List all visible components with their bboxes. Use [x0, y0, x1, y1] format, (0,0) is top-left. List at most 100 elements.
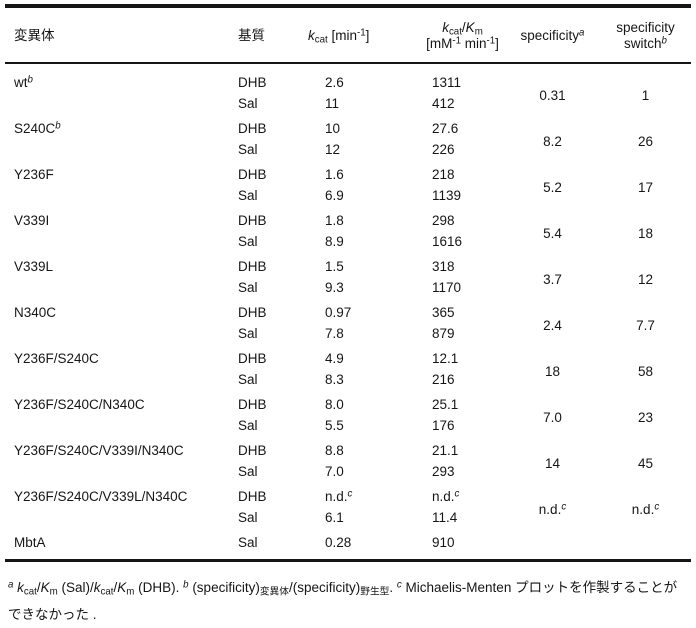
- substrate-cell: DHB: [238, 351, 267, 366]
- header-kcat-km-line2: [mM-1 min-1]: [426, 35, 499, 51]
- table-row: Sal 6.9 1139: [5, 186, 691, 212]
- switch-cell: 12: [637, 271, 654, 287]
- switch-cell: 23: [637, 409, 654, 425]
- kcat-cell: 11: [325, 95, 340, 111]
- kcat-km-cell: 910: [432, 535, 455, 550]
- table-row: wtb DHB 2.6 1311 0.31 1: [5, 63, 691, 103]
- header-specificity: specificitya: [505, 6, 600, 64]
- table-row: Sal 11 412: [5, 94, 691, 120]
- kcat-cell: 4.9: [325, 351, 344, 366]
- kcat-km-cell: n.d.c: [432, 488, 460, 504]
- header-switch-line2: switchb: [624, 35, 667, 51]
- table-row: N340C DHB 0.97 365 2.4 7.7: [5, 303, 691, 333]
- kcat-cell: 8.0: [325, 397, 344, 412]
- kcat-km-cell: 216: [432, 371, 455, 387]
- kcat-km-cell: 365: [432, 305, 455, 320]
- specificity-cell: 7.0: [543, 409, 562, 425]
- table-row: Sal 8.9 1616: [5, 232, 691, 258]
- substrate-cell: DHB: [238, 213, 267, 228]
- kcat-cell: 0.28: [325, 535, 352, 550]
- kcat-km-cell: 293: [432, 463, 455, 479]
- specificity-cell: n.d.c: [538, 501, 567, 517]
- substrate-cell: DHB: [238, 167, 267, 182]
- table-footnote: a kcat/Km (Sal)/kcat/Km (DHB). b (specif…: [8, 579, 678, 622]
- substrate-cell: Sal: [238, 417, 258, 433]
- kcat-km-cell: 879: [432, 325, 455, 341]
- kcat-cell: 7.8: [325, 325, 344, 341]
- switch-cell: 26: [637, 133, 654, 149]
- switch-cell: 58: [637, 363, 654, 379]
- specificity-cell: 5.4: [543, 225, 562, 241]
- table-row: Sal 9.3 1170: [5, 278, 691, 304]
- kcat-cell: 10: [325, 121, 341, 136]
- switch-cell: 7.7: [636, 317, 655, 333]
- table-row: V339L DHB 1.5 318 3.7 12: [5, 257, 691, 287]
- mutant-cell: Y236F/S240C/N340C: [14, 397, 145, 412]
- header-row: 変異体 基質 kcat [min-1] kcat/Km [mM-1 min-1]…: [5, 6, 691, 64]
- kcat-km-cell: 1616: [432, 233, 463, 249]
- table-row: Y236F/S240C/V339I/N340C DHB 8.8 21.1 14 45: [5, 441, 691, 471]
- mutant-cell: Y236F: [14, 167, 54, 182]
- kcat-cell: 9.3: [325, 279, 344, 295]
- header-switch-line1: specificity: [616, 20, 675, 35]
- table-row: S240Cb DHB 10 27.6 8.2 26: [5, 119, 691, 149]
- kcat-km-cell: 1139: [432, 187, 462, 203]
- substrate-cell: DHB: [238, 259, 267, 274]
- kcat-km-cell: 226: [432, 141, 455, 157]
- header-mutant: 変異体: [5, 6, 238, 64]
- substrate-cell: Sal: [238, 509, 258, 525]
- header-substrate: 基質: [238, 6, 308, 64]
- table-row: Sal 7.8 879: [5, 324, 691, 350]
- table-row: Sal 6.1 11.4: [5, 508, 691, 534]
- specificity-cell: [505, 533, 600, 560]
- kcat-km-cell: 298: [432, 213, 455, 228]
- kcat-cell: 8.8: [325, 443, 344, 458]
- substrate-cell: Sal: [238, 371, 258, 387]
- substrate-cell: DHB: [238, 489, 267, 504]
- substrate-cell: DHB: [238, 443, 267, 458]
- kcat-cell: 7.0: [325, 463, 344, 479]
- mutant-cell: N340C: [14, 305, 57, 320]
- substrate-cell: DHB: [238, 305, 267, 320]
- specificity-cell: 5.2: [543, 179, 562, 195]
- table-row: MbtA Sal 0.28 910: [5, 533, 691, 560]
- substrate-cell: Sal: [238, 187, 258, 203]
- kcat-km-cell: 1170: [432, 279, 462, 295]
- header-kcat-km-line1: kcat/Km: [442, 20, 483, 38]
- table-row: Y236F DHB 1.6 218 5.2 17: [5, 165, 691, 195]
- substrate-cell: Sal: [238, 233, 258, 249]
- table-row: Y236F/S240C DHB 4.9 12.1 18 58: [5, 349, 691, 379]
- specificity-cell: 14: [544, 455, 561, 471]
- header-kcat-km: kcat/Km [mM-1 min-1]: [420, 6, 505, 64]
- kcat-cell: 8.3: [325, 371, 344, 387]
- mutant-cell: Y236F/S240C/V339I/N340C: [14, 443, 184, 458]
- substrate-cell: Sal: [238, 95, 258, 111]
- kcat-km-cell: 412: [432, 95, 455, 111]
- kcat-km-cell: 318: [432, 259, 455, 274]
- kcat-cell: 1.5: [325, 259, 344, 274]
- switch-cell: 1: [641, 87, 650, 103]
- table-body: wtb DHB 2.6 1311 0.31 1 Sal 11 412 S240Cb DHB 10 27.…: [5, 63, 691, 560]
- header-kcat: kcat [min-1]: [308, 6, 420, 64]
- kcat-cell: 0.97: [325, 305, 352, 320]
- mutant-cell: Y236F/S240C/V339L/N340C: [14, 489, 188, 504]
- substrate-cell: DHB: [238, 121, 267, 136]
- kcat-km-cell: 218: [432, 167, 455, 182]
- table-row: Sal 5.5 176: [5, 416, 691, 442]
- kcat-cell: 2.6: [325, 75, 344, 90]
- table-row: Sal 8.3 216: [5, 370, 691, 396]
- substrate-cell: DHB: [238, 397, 267, 412]
- kinetics-table: 変異体 基質 kcat [min-1] kcat/Km [mM-1 min-1]…: [5, 4, 691, 562]
- mutant-cell: V339L: [14, 259, 54, 274]
- kcat-cell: 12: [325, 141, 341, 157]
- switch-cell: 45: [637, 455, 654, 471]
- mutant-cell: V339I: [14, 213, 50, 228]
- kcat-cell: 5.5: [325, 417, 344, 433]
- specificity-cell: 8.2: [543, 133, 562, 149]
- kcat-km-cell: 21.1: [432, 443, 459, 458]
- specificity-cell: 3.7: [543, 271, 562, 287]
- kcat-cell: 1.8: [325, 213, 344, 228]
- substrate-cell: Sal: [238, 535, 258, 550]
- kcat-km-cell: 1311: [432, 75, 462, 90]
- table-row: Y236F/S240C/N340C DHB 8.0 25.1 7.0 23: [5, 395, 691, 425]
